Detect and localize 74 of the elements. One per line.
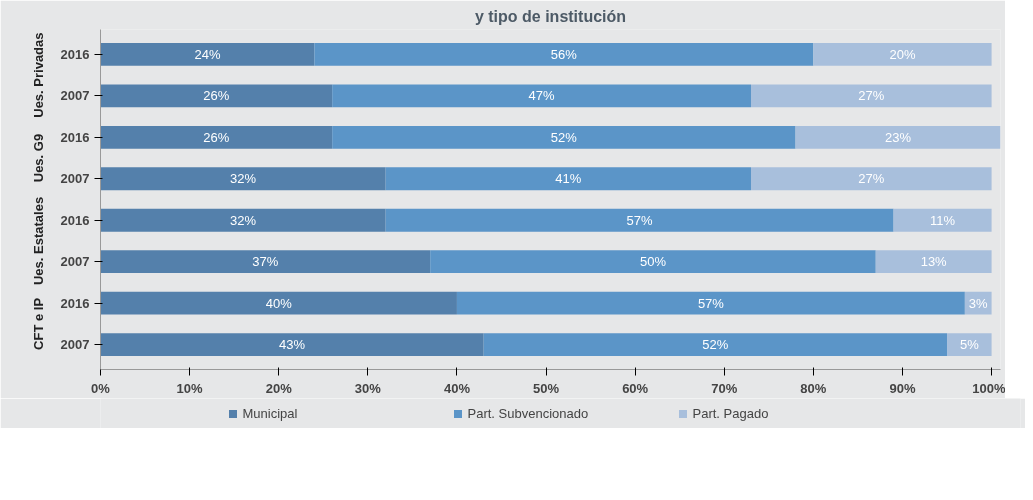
y-tick-label: 2007 [60,254,90,270]
bar [100,84,333,108]
data-label: 20% [889,46,916,62]
bar [385,167,751,191]
y-tick-label: 2016 [60,295,90,311]
legend-label: Part. Subvencionado [467,405,590,421]
data-label: 57% [626,212,654,228]
y-tick-label: 2007 [60,337,90,353]
x-tick-label: 90% [889,380,916,396]
data-label: 52% [550,129,578,145]
y-tick-label: 2016 [60,129,90,145]
bar [795,125,1001,149]
bar [947,333,992,357]
bar [483,333,948,357]
bar [100,42,315,66]
y-tick-label: 2007 [60,171,90,187]
x-tick-label: 60% [622,380,649,396]
data-label: 56% [550,46,578,62]
bar [751,84,992,108]
x-tick-label: 20% [265,380,293,396]
bar [456,291,965,315]
legend-label: Municipal [242,405,299,421]
y-tick-label: 2007 [60,88,90,104]
data-label: 40% [265,295,293,311]
y-tick-label: 2016 [60,46,90,62]
bar [314,42,814,66]
data-label: 3% [968,295,989,311]
data-label: 41% [555,171,582,187]
bar [100,250,431,274]
bar [875,250,992,274]
bar [430,250,876,274]
bar [751,167,992,191]
bar [893,208,992,232]
text: CFT e IP [31,297,47,350]
data-label: 52% [702,337,729,353]
bar [100,125,333,149]
x-tick-label: 70% [711,380,738,396]
data-label: 27% [858,88,885,104]
legend-label: Part. Pagado [692,405,770,421]
x-tick-label: 10% [176,380,204,396]
data-label: 32% [230,171,257,187]
x-tick-label: 80% [800,380,827,396]
bar [100,291,457,315]
data-label: 24% [194,46,221,62]
bar [100,208,386,232]
data-label: 5% [959,337,980,353]
data-label: 27% [858,171,885,187]
x-tick-label: 30% [354,380,382,396]
data-label: 11% [930,212,956,228]
data-label: 13% [920,254,948,270]
data-label: 32% [230,212,257,228]
text: Ues. G9 [31,133,47,183]
data-label: 50% [639,254,667,270]
x-tick-label: 0% [91,380,111,396]
data-label: 26% [203,88,230,104]
bar [332,84,751,108]
bar [332,125,796,149]
x-tick-label: 40% [443,380,471,396]
x-tick-label: 100% [972,380,1006,396]
chart-title: y tipo de institución [474,7,627,25]
data-label: 37% [252,254,279,270]
data-label: 43% [279,337,306,353]
bar [100,333,484,357]
data-label: 57% [697,295,725,311]
data-label: 23% [885,129,912,145]
y-tick-label: 2016 [60,212,90,228]
bar [100,167,386,191]
bar [385,208,894,232]
data-label: 47% [528,88,556,104]
bar [813,42,992,66]
x-tick-label: 50% [533,380,560,396]
data-label: 26% [203,129,230,145]
text: Ues. Estatales [31,196,47,286]
text: Ues. Privadas [31,32,47,118]
